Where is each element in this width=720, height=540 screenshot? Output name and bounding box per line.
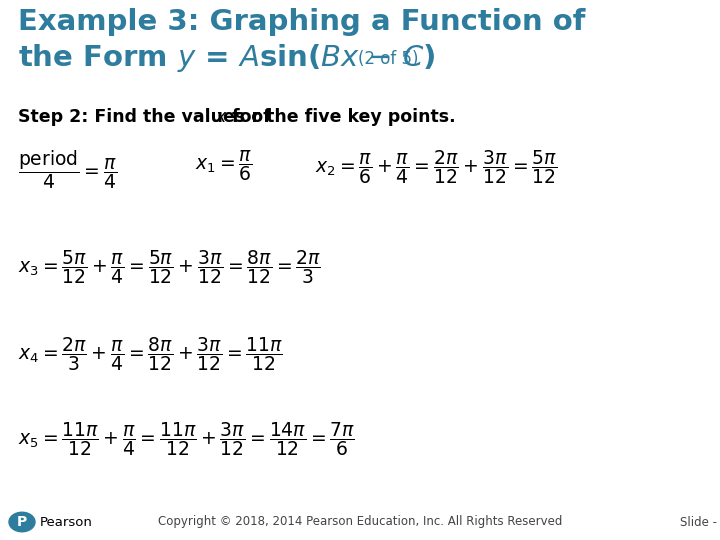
Text: the Form $\mathit{y}$ = $\mathit{A}$sin($\mathit{Bx}$ $-$ $\mathit{C}$): the Form $\mathit{y}$ = $\mathit{A}$sin(… — [18, 42, 436, 74]
Circle shape — [9, 512, 35, 532]
Text: $x_1 = \dfrac{\pi}{6}$: $x_1 = \dfrac{\pi}{6}$ — [195, 148, 253, 183]
Text: $x_4 = \dfrac{2\pi}{3} + \dfrac{\pi}{4} = \dfrac{8\pi}{12} + \dfrac{3\pi}{12} = : $x_4 = \dfrac{2\pi}{3} + \dfrac{\pi}{4} … — [18, 335, 283, 373]
Text: $x$: $x$ — [215, 108, 228, 126]
Text: $x_3 = \dfrac{5\pi}{12} + \dfrac{\pi}{4} = \dfrac{5\pi}{12} + \dfrac{3\pi}{12} =: $x_3 = \dfrac{5\pi}{12} + \dfrac{\pi}{4}… — [18, 248, 321, 286]
Text: $\dfrac{\mathrm{period}}{4} = \dfrac{\pi}{4}$: $\dfrac{\mathrm{period}}{4} = \dfrac{\pi… — [18, 148, 117, 191]
Text: Copyright © 2018, 2014 Pearson Education, Inc. All Rights Reserved: Copyright © 2018, 2014 Pearson Education… — [158, 516, 562, 529]
Text: P: P — [17, 515, 27, 529]
Text: Step 2: Find the values of: Step 2: Find the values of — [18, 108, 276, 126]
Text: for the five key points.: for the five key points. — [226, 108, 456, 126]
Text: Example 3: Graphing a Function of: Example 3: Graphing a Function of — [18, 8, 585, 36]
Text: Pearson: Pearson — [40, 516, 93, 529]
Text: $x_2 = \dfrac{\pi}{6} + \dfrac{\pi}{4} = \dfrac{2\pi}{12} + \dfrac{3\pi}{12} = \: $x_2 = \dfrac{\pi}{6} + \dfrac{\pi}{4} =… — [315, 148, 557, 186]
Text: (2 of 5): (2 of 5) — [358, 50, 418, 68]
Text: $x_5 = \dfrac{11\pi}{12} + \dfrac{\pi}{4} = \dfrac{11\pi}{12} + \dfrac{3\pi}{12}: $x_5 = \dfrac{11\pi}{12} + \dfrac{\pi}{4… — [18, 420, 355, 458]
Text: Slide -  18: Slide - 18 — [680, 516, 720, 529]
